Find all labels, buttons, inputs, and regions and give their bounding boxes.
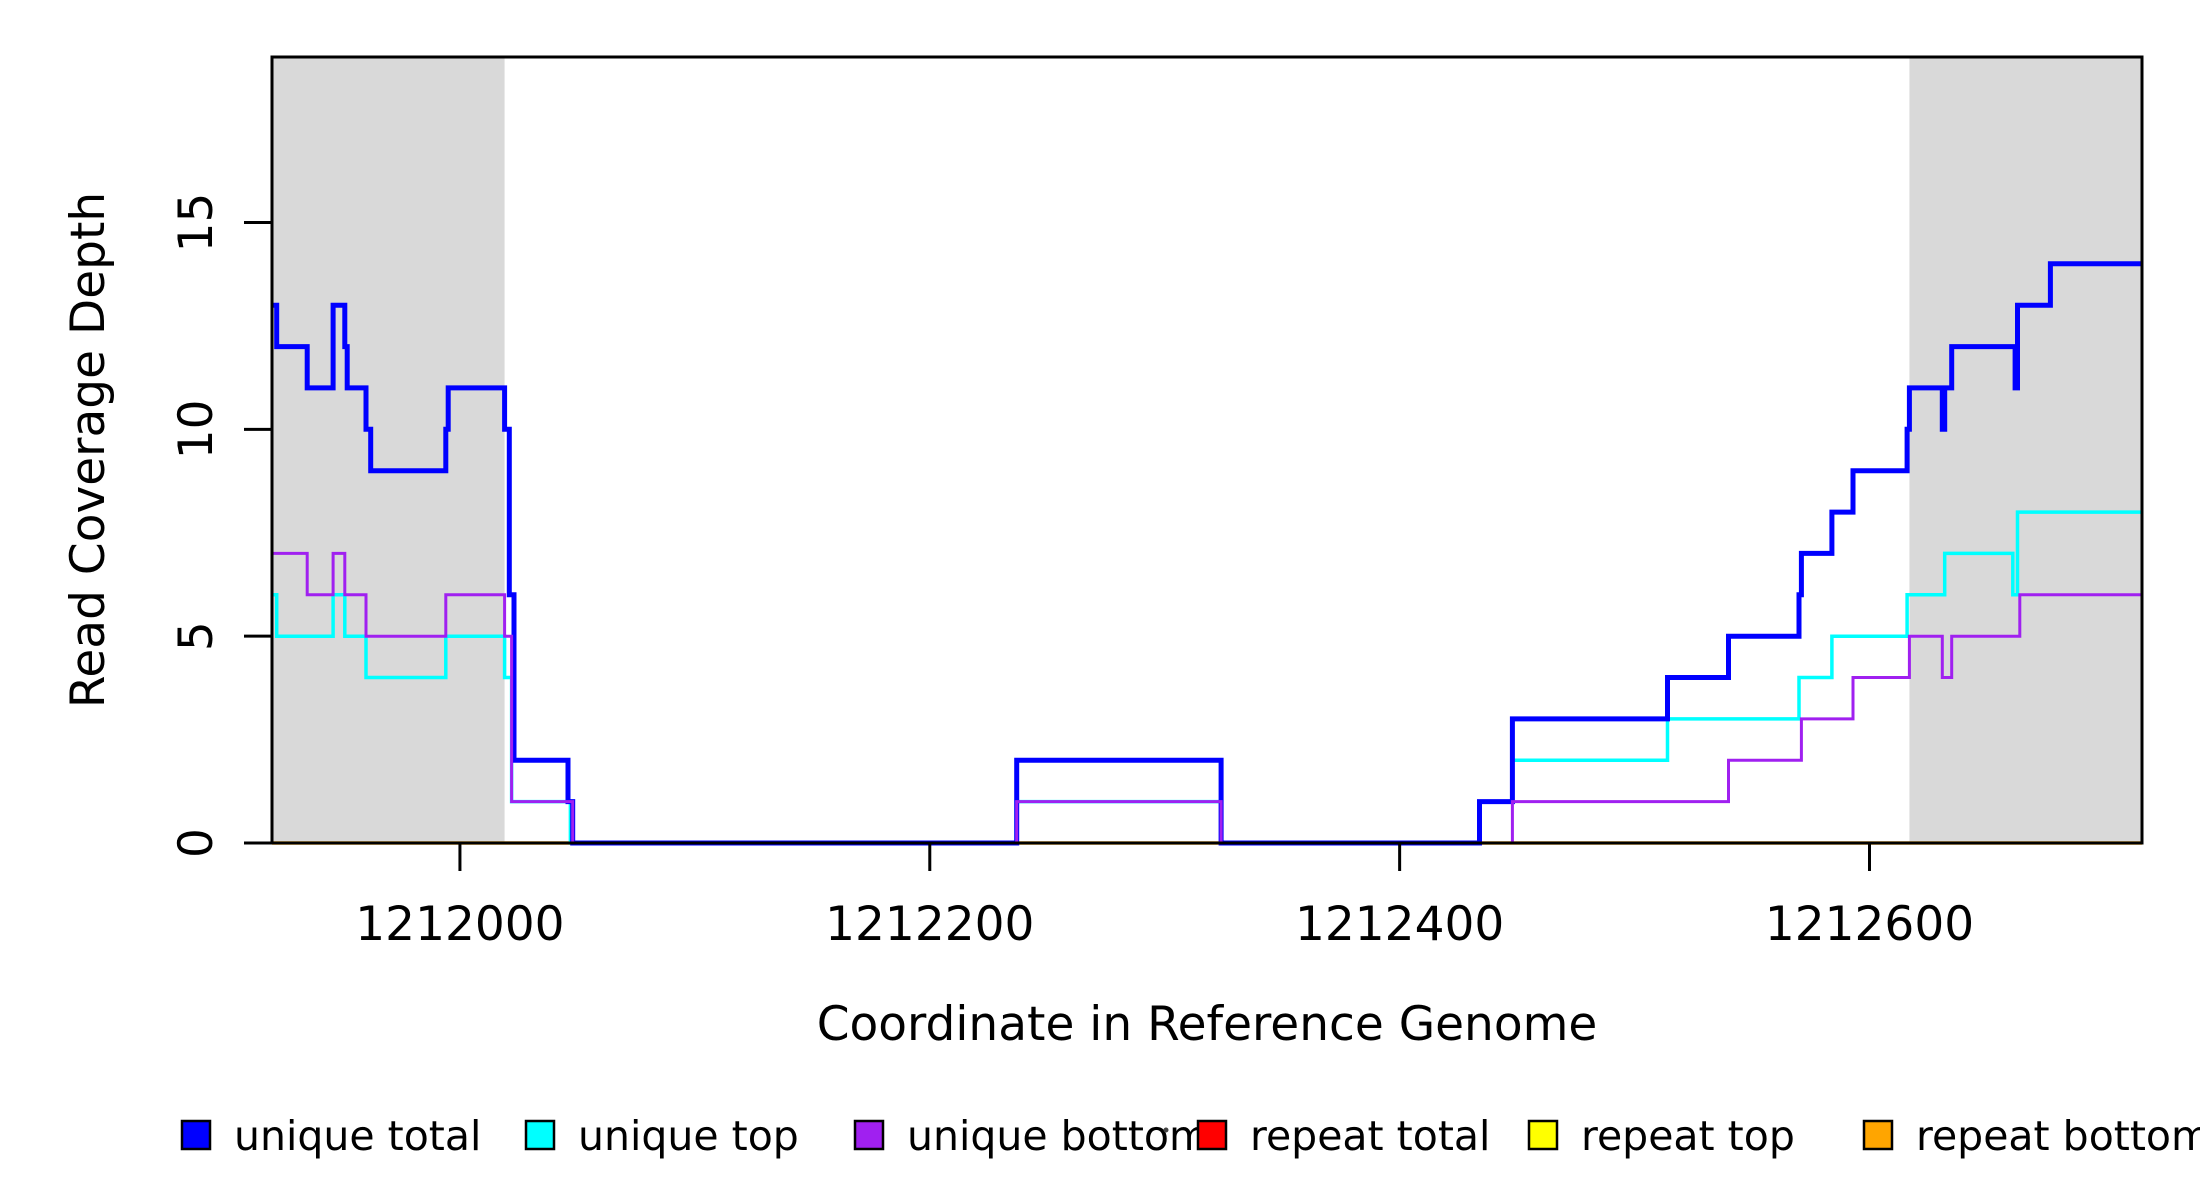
legend-label-unique-top: unique top	[578, 1112, 799, 1160]
legend-swatch-unique-total	[180, 1119, 212, 1151]
x-axis: 1212000 1212200 1212400 1212600	[355, 843, 1974, 952]
plot-border	[270, 55, 2144, 845]
legend-swatch-unique-bottom	[853, 1119, 885, 1151]
x-tick-label: 1212000	[355, 897, 564, 952]
legend-swatch-repeat-total	[1196, 1119, 1228, 1151]
series-line-unique-total	[272, 261, 2142, 846]
y-axis: 0 5 10 15	[169, 193, 272, 858]
repeat-region-band	[272, 57, 505, 843]
legend-swatch-repeat-top	[1527, 1119, 1559, 1151]
legend-label-repeat-top: repeat top	[1581, 1112, 1795, 1160]
stray-dot	[1163, 1127, 1169, 1133]
legend-swatch-unique-top	[524, 1119, 556, 1151]
series-line-unique-bottom	[272, 551, 2142, 845]
legend: unique total unique top unique bottom repea…	[180, 1112, 2200, 1160]
legend-swatch-repeat-bottom	[1862, 1119, 1894, 1151]
y-tick-label: 10	[169, 399, 224, 459]
x-axis-title: Coordinate in Reference Genome	[817, 997, 1598, 1052]
x-tick-label: 1212600	[1765, 897, 1974, 952]
y-tick-label: 15	[169, 193, 224, 253]
y-tick-label: 5	[169, 621, 224, 651]
legend-label-repeat-total: repeat total	[1250, 1112, 1490, 1160]
x-tick-label: 1212200	[825, 897, 1034, 952]
y-tick-label: 0	[169, 828, 224, 858]
legend-label-unique-total: unique total	[234, 1112, 481, 1160]
coverage-series-lines	[272, 261, 2142, 846]
y-axis-title: Read Coverage Depth	[61, 192, 116, 708]
x-tick-label: 1212400	[1295, 897, 1504, 952]
legend-label-unique-bottom: unique bottom	[907, 1112, 1209, 1160]
legend-label-repeat-bottom: repeat bottom	[1916, 1112, 2200, 1160]
shaded-repeat-regions	[272, 57, 2142, 843]
repeat-region-band	[1909, 57, 2142, 843]
